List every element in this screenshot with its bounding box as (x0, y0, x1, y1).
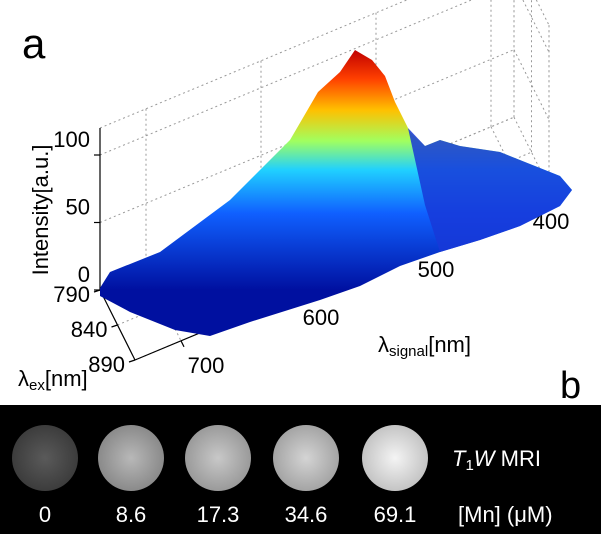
y-tick-label: 890 (88, 352, 125, 377)
unit: [nm] (45, 366, 88, 391)
x-tick-label: 700 (188, 353, 225, 378)
phantom (273, 425, 339, 491)
y-tick-label: 790 (53, 282, 90, 307)
grid-line (513, 49, 550, 120)
mri-panel: 0 8.6 17.3 34.6 69.1 (12, 425, 428, 527)
grid-line (522, 0, 550, 53)
w: W (474, 446, 497, 471)
concentration-label: 17.3 (197, 502, 240, 527)
x-axis-label: λsignal[nm] (378, 332, 471, 360)
surface (100, 50, 572, 336)
box-edge (535, 0, 550, 26)
subscript: 1 (465, 457, 473, 474)
concentration-label: 8.6 (116, 502, 147, 527)
x-tick-label: 600 (303, 305, 340, 330)
sequence-label: T1W MRI (452, 446, 541, 474)
panel-label: a (22, 20, 46, 67)
z-tick-label: 50 (66, 195, 90, 220)
y-tick (111, 324, 118, 328)
phantom (362, 425, 428, 491)
surface-flat-region (408, 128, 572, 252)
unit: [nm] (428, 332, 471, 357)
z-tick-label: 100 (53, 127, 90, 152)
y-axis-label: λex[nm] (18, 366, 88, 394)
subscript: signal (389, 343, 428, 360)
panel-label: b (560, 365, 581, 407)
symbol: λ (378, 332, 389, 357)
subscript: ex (29, 377, 45, 394)
z-tick-label: 0 (78, 262, 90, 287)
y-tick (128, 359, 136, 363)
rest: MRI (495, 446, 541, 471)
phantom (12, 425, 78, 491)
concentration-label: 0 (39, 502, 51, 527)
y-tick-label: 840 (71, 317, 108, 342)
z-axis-label: Intensity[a.u.] (28, 145, 53, 276)
concentration-label: 34.6 (285, 502, 328, 527)
x-tick (180, 340, 185, 348)
x-tick-label: 500 (418, 257, 455, 282)
box-edge (99, 0, 408, 129)
t: T (452, 446, 467, 471)
concentration-label: 69.1 (374, 502, 417, 527)
phantom (185, 425, 251, 491)
symbol: λ (18, 366, 29, 391)
unit-label: [Mn] (μM) (458, 502, 553, 527)
phantom (98, 425, 164, 491)
